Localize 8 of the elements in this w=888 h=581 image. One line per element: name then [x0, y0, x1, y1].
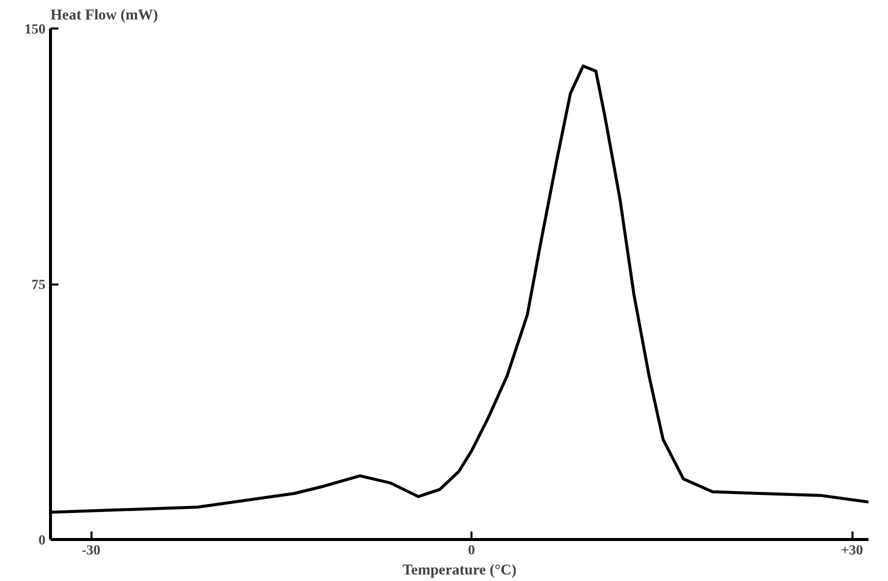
x-tick-label: +30: [841, 544, 864, 558]
y-tick-label: 75: [32, 278, 46, 293]
y-tick-label: 150: [24, 22, 46, 38]
x-tick-label: 0: [468, 544, 476, 558]
y-axis-title: Heat Flow (mW): [50, 8, 158, 24]
y-tick-label: 0: [38, 534, 46, 548]
x-tick-label: -30: [82, 544, 100, 558]
x-axis-title: Temperature (°C): [402, 562, 516, 578]
